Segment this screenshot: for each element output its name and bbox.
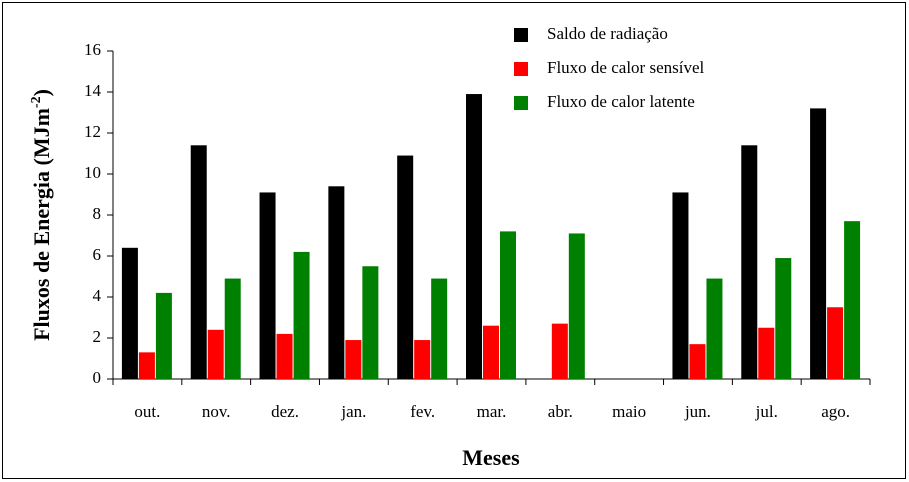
bar: [483, 325, 499, 379]
bar: [810, 108, 827, 380]
bar: [293, 251, 310, 379]
bar: [224, 278, 241, 379]
x-tick-label: jul.: [755, 402, 778, 421]
bar: [551, 323, 568, 379]
legend-swatch: [514, 28, 528, 42]
y-tick-label: 16: [84, 40, 101, 59]
bar: [672, 192, 689, 379]
bar: [758, 327, 775, 379]
legend-label: Saldo de radiação: [547, 24, 668, 43]
x-tick-label: dez.: [271, 402, 299, 421]
bar: [345, 340, 362, 379]
bar: [138, 352, 155, 379]
bar: [741, 145, 758, 379]
y-tick-label: 10: [84, 163, 101, 182]
legend-swatch: [514, 62, 528, 76]
x-tick-label: jan.: [340, 402, 366, 421]
legend-label: Fluxo de calor latente: [547, 92, 695, 111]
bar: [259, 192, 276, 379]
x-tick-label: jun.: [684, 402, 711, 421]
x-tick-label: ago.: [821, 402, 850, 421]
x-tick-label: mar.: [477, 402, 507, 421]
bar: [500, 231, 516, 379]
bar: [431, 278, 448, 379]
y-tick-label: 6: [93, 245, 102, 264]
bar: [689, 344, 706, 379]
y-label-end: ): [29, 89, 54, 96]
bar: [362, 266, 379, 379]
legend-label: Fluxo de calor sensível: [547, 58, 704, 77]
bar: [328, 186, 345, 379]
bar: [844, 221, 861, 379]
x-tick-label: out.: [134, 402, 160, 421]
y-tick-label: 0: [93, 368, 102, 387]
bar: [207, 329, 224, 379]
y-tick-label: 2: [93, 327, 102, 346]
x-tick-label: abr.: [548, 402, 573, 421]
bar: [706, 278, 723, 379]
bar: [155, 292, 172, 379]
y-tick-label: 8: [93, 204, 102, 223]
x-tick-label: fev.: [410, 402, 435, 421]
bar: [190, 145, 207, 379]
x-axis-label: Meses: [462, 445, 520, 470]
y-axis-label: Fluxos de Energia (MJm-2): [29, 89, 54, 341]
x-tick-label: nov.: [202, 402, 231, 421]
bar: [466, 94, 482, 380]
y-tick-label: 12: [84, 122, 101, 141]
bar: [276, 333, 293, 379]
y-label-sup: -2: [29, 96, 44, 108]
bar: [397, 155, 414, 379]
bar: [827, 307, 844, 379]
bar: [414, 340, 431, 379]
bar: [121, 247, 138, 379]
y-tick-label: 14: [84, 81, 102, 100]
x-tick-label: maio: [612, 402, 646, 421]
bar: [775, 258, 792, 379]
legend-swatch: [514, 96, 528, 110]
y-tick-label: 4: [93, 286, 102, 305]
bar: [568, 233, 585, 379]
y-label-main: Fluxos de Energia (MJm: [29, 108, 54, 341]
